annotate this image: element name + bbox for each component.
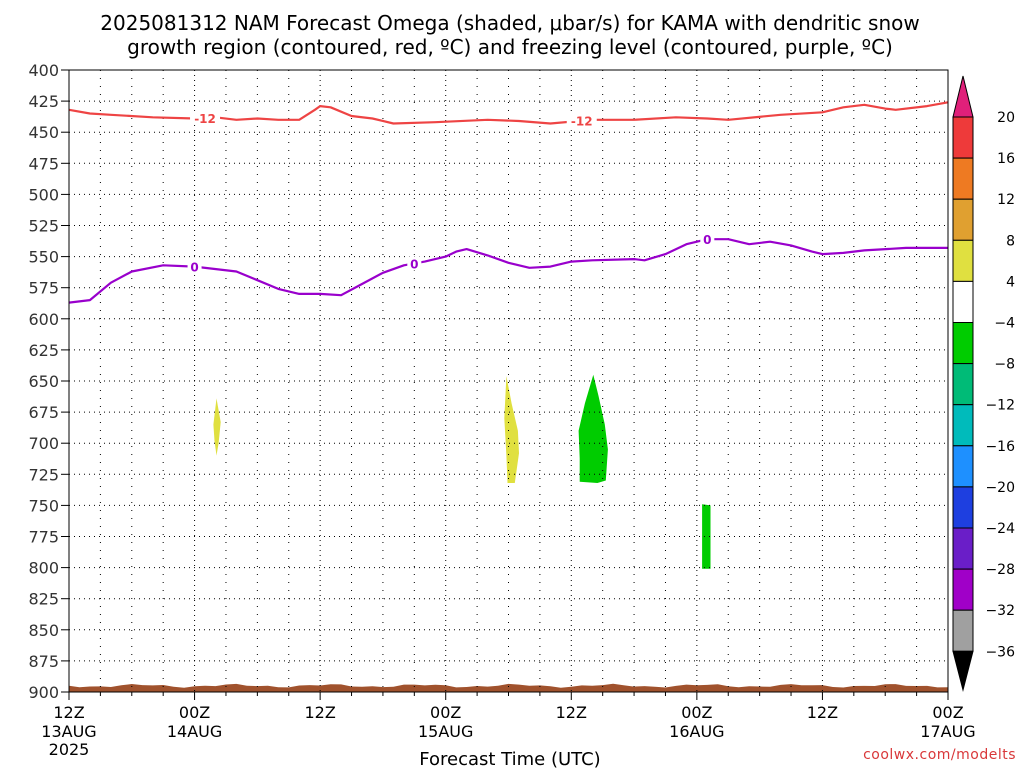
colorbar-segment-10 — [952, 486, 974, 529]
x-tick-label: 00Z — [179, 703, 210, 722]
colorbar-segment-12 — [952, 568, 974, 611]
colorbar-segment-11 — [952, 527, 974, 570]
colorbar-segment-8 — [952, 404, 974, 447]
colorbar-segment-6 — [952, 322, 974, 365]
colorbar-label: −24 — [985, 521, 1015, 537]
contour-label-bg — [566, 113, 597, 128]
colorbar-segment-4 — [952, 239, 974, 282]
contour-label-bg — [190, 110, 221, 125]
omega-colorbar: 20 16 12 8 4 −4 −8 −12 −16 −20 −24 −28 −32 −36 — [952, 75, 1015, 692]
colorbar-label: −36 — [985, 644, 1015, 660]
x-tick-date: 13AUG — [41, 722, 96, 741]
y-tick-label: 800 — [28, 559, 59, 578]
colorbar-label: 4 — [1006, 274, 1015, 290]
omega-region-2 — [504, 376, 519, 483]
y-tick-label: 875 — [28, 652, 59, 671]
x-tick-label: 12Z — [807, 703, 838, 722]
x-tick-date: 15AUG — [418, 722, 473, 741]
y-tick-label: 675 — [28, 403, 59, 422]
x-tick-label: 12Z — [304, 703, 335, 722]
y-tick-label: 625 — [28, 341, 59, 360]
colorbar-segment-7 — [952, 363, 974, 406]
y-tick-label: 425 — [28, 92, 59, 111]
colorbar-label: −4 — [994, 316, 1015, 332]
contour-label: 0 — [703, 233, 711, 247]
contour-label-bg — [187, 259, 202, 274]
x-tick-date: 14AUG — [167, 722, 222, 741]
contour-label: -12 — [194, 112, 216, 126]
x-tick-label: 12Z — [53, 703, 84, 722]
y-tick-label: 850 — [28, 621, 59, 640]
y-tick-label: 450 — [28, 123, 59, 142]
y-tick-label: 500 — [28, 185, 59, 204]
omega-shading-layer — [213, 374, 711, 569]
colorbar-segment-9 — [952, 445, 974, 488]
contour-line-2 — [68, 238, 948, 304]
omega-region-4 — [702, 504, 711, 569]
omega-region-1 — [213, 398, 221, 456]
y-tick-label: 900 — [28, 683, 59, 702]
x-axis-label: Forecast Time (UTC) — [419, 749, 600, 768]
terrain-surface — [69, 683, 948, 692]
contour-line-1 — [68, 101, 949, 125]
colorbar-label: 16 — [997, 151, 1015, 167]
y-tick-label: 700 — [28, 434, 59, 453]
colorbar-segment-3 — [952, 198, 974, 241]
contour-label: -12 — [571, 115, 593, 129]
y-tick-label: 575 — [28, 279, 59, 298]
colorbar-label: 20 — [997, 110, 1015, 126]
x-tick-year: 2025 — [49, 740, 90, 759]
grid-layer — [69, 70, 948, 692]
y-tick-label: 750 — [28, 496, 59, 515]
credit-text: coolwx.com/modelts — [863, 747, 1016, 763]
y-tick-label: 825 — [28, 590, 59, 609]
x-tick-date: 17AUG — [920, 722, 975, 741]
colorbar-label: −32 — [985, 603, 1015, 619]
colorbar-segment-13 — [952, 609, 974, 652]
y-tick-label: 775 — [28, 528, 59, 547]
y-tick-label: 525 — [28, 217, 59, 236]
y-tick-label: 400 — [28, 61, 59, 80]
contour-label: 0 — [410, 257, 418, 271]
x-tick-label: 00Z — [681, 703, 712, 722]
contour-label: 0 — [190, 261, 198, 275]
colorbar-label: −12 — [985, 398, 1015, 414]
chart-title-line-1: 2025081312 NAM Forecast Omega (shaded, μ… — [100, 11, 919, 35]
y-tick-label: 725 — [28, 465, 59, 484]
colorbar-bottom-arrow — [952, 650, 974, 692]
colorbar-segment-5 — [952, 280, 974, 323]
contour-label-bg — [700, 232, 715, 247]
colorbar-label: −28 — [985, 562, 1015, 578]
contour-label-bg — [407, 256, 422, 271]
y-tick-label: 600 — [28, 310, 59, 329]
x-tick-label: 00Z — [430, 703, 461, 722]
colorbar-top-arrow — [952, 75, 974, 118]
y-tick-label: 475 — [28, 154, 59, 173]
chart-title: 2025081312 NAM Forecast Omega (shaded, μ… — [100, 11, 919, 59]
colorbar-segment-2 — [952, 157, 974, 200]
contour-layer: -12 -12 0 0 0 — [68, 101, 949, 304]
terrain-layer — [69, 683, 948, 692]
omega-region-3 — [578, 374, 608, 483]
y-axis-pressure: 400 425 450 475 500 525 550 575 600 625 650 675 700 7… — [28, 61, 69, 702]
x-tick-label: 00Z — [932, 703, 963, 722]
colorbar-label: −8 — [994, 357, 1015, 373]
colorbar-label: 8 — [1006, 233, 1015, 249]
colorbar-label: −20 — [985, 480, 1015, 496]
y-tick-label: 650 — [28, 372, 59, 391]
colorbar-label: 12 — [997, 192, 1015, 208]
colorbar-segment-1 — [952, 116, 974, 159]
x-tick-date: 16AUG — [669, 722, 724, 741]
colorbar-label: −16 — [985, 439, 1015, 455]
y-tick-label: 550 — [28, 248, 59, 267]
chart-title-line-2: growth region (contoured, red, ºC) and f… — [127, 35, 893, 59]
x-tick-label: 12Z — [556, 703, 587, 722]
